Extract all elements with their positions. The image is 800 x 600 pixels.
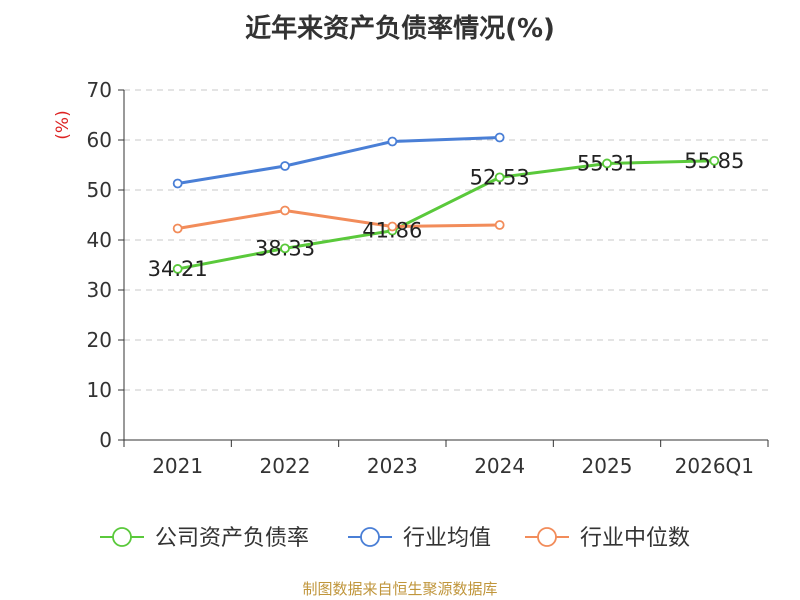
y-tick-label: 60 [87, 128, 112, 152]
data-point [709, 155, 720, 166]
y-tick-label: 50 [87, 178, 112, 202]
series-lines [172, 132, 720, 274]
data-point [280, 205, 290, 216]
x-tick-label: 2025 [582, 454, 633, 478]
legend-marker [537, 527, 557, 547]
legend-label: 行业均值 [403, 526, 491, 551]
y-tick-label: 70 [87, 78, 112, 102]
x-tick-label: 2023 [367, 454, 418, 478]
data-label: 52.53 [470, 165, 530, 189]
data-point [387, 136, 398, 147]
data-point [280, 161, 290, 171]
axes: 0 10 20 30 40 50 60 70 (%) 2021 2022 2023 2024 2025 20… [53, 78, 769, 478]
x-tick-label: 2021 [152, 454, 203, 478]
data-point [172, 264, 183, 274]
data-label: 38.33 [255, 236, 315, 260]
data-label: 55.85 [684, 149, 744, 173]
x-tick-label: 2024 [474, 454, 525, 478]
grid-lines [124, 89, 768, 391]
source-note: 制图数据来自恒生聚源数据库 [302, 580, 498, 598]
data-point [387, 221, 398, 232]
x-tick-label: 2026Q1 [675, 454, 754, 478]
data-point [602, 158, 612, 169]
legend-marker [112, 527, 132, 547]
series-line [177, 159, 715, 271]
y-axis-label: (%) [53, 110, 73, 139]
legend: 公司资产负债率 行业均值 行业中位数 [100, 526, 690, 551]
data-labels: 34.21 38.33 41.86 52.53 55.31 55.85 [148, 149, 745, 281]
x-tick-label: 2022 [260, 454, 311, 478]
data-point [494, 132, 505, 143]
legend-label: 公司资产负债率 [155, 526, 309, 551]
series-line [177, 136, 500, 185]
data-point [172, 178, 183, 189]
y-tick-label: 30 [87, 278, 112, 302]
series-line [177, 209, 500, 230]
legend-marker [360, 527, 380, 547]
chart-title: 近年来资产负债率情况(%) [245, 14, 555, 44]
data-point [172, 223, 183, 234]
y-tick-label: 10 [87, 378, 112, 402]
y-tick-label: 40 [87, 228, 112, 252]
y-tick-label: 0 [99, 428, 112, 452]
data-point [494, 172, 505, 183]
data-point [494, 220, 505, 230]
data-label: 55.31 [577, 151, 637, 175]
y-tick-label: 20 [87, 328, 112, 352]
legend-label: 行业中位数 [580, 526, 690, 551]
data-label: 41.86 [362, 219, 422, 243]
data-point [280, 243, 290, 254]
data-label: 34.21 [148, 257, 208, 281]
